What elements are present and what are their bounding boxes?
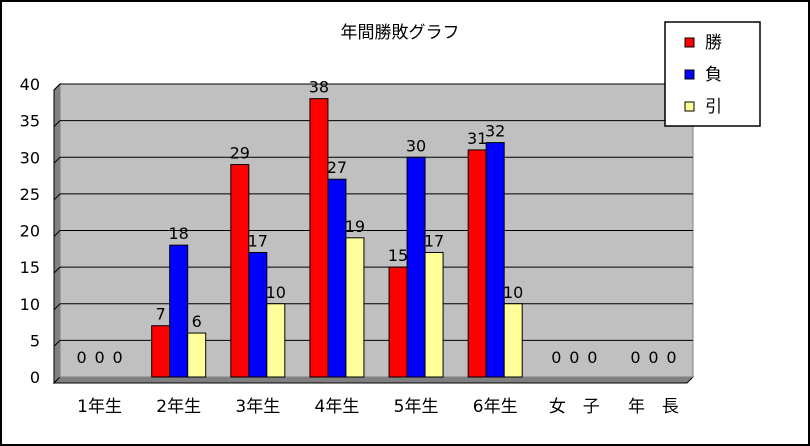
data-label: 38 <box>309 78 329 97</box>
chart-title: 年間勝敗グラフ <box>341 23 460 43</box>
data-label: 0 <box>569 348 579 367</box>
category-label: 女 子 <box>549 397 600 417</box>
gridline-wall <box>53 230 61 237</box>
category-label: 1年生 <box>77 397 122 417</box>
y-tick-label: 35 <box>20 112 40 131</box>
y-tick-label: 25 <box>20 185 40 204</box>
category-label: 3年生 <box>235 397 280 417</box>
category-label: 年 長 <box>628 397 679 417</box>
bar <box>248 251 268 378</box>
gridline-wall <box>53 266 61 274</box>
bar <box>345 237 365 378</box>
category-label: 2年生 <box>156 397 201 417</box>
y-tick-label: 20 <box>20 222 40 241</box>
legend-swatch <box>684 69 695 80</box>
bar <box>266 303 286 378</box>
data-label: 15 <box>388 246 408 265</box>
category-label: 6年生 <box>473 397 518 417</box>
data-label: 32 <box>485 122 505 141</box>
data-label: 10 <box>266 283 286 302</box>
legend-entry: 負 <box>705 65 722 85</box>
y-tick-label: 40 <box>20 75 40 94</box>
data-label: 10 <box>503 283 523 302</box>
bar <box>424 251 444 378</box>
plot-floor <box>52 376 695 384</box>
data-label: 31 <box>467 129 487 148</box>
bar <box>388 266 408 378</box>
legend-box <box>664 21 761 127</box>
bar <box>169 244 189 378</box>
legend-entry: 引 <box>705 97 722 117</box>
data-label: 17 <box>424 231 444 250</box>
data-label: 0 <box>94 348 104 367</box>
legend-entry: 勝 <box>705 33 722 53</box>
bar <box>485 142 505 378</box>
data-label: 19 <box>345 217 365 236</box>
legend-swatch <box>684 37 695 48</box>
bar <box>406 156 426 378</box>
y-tick-label: 30 <box>20 148 40 167</box>
gridline-wall <box>53 83 61 91</box>
gridline-wall <box>53 120 61 127</box>
y-tick-label: 0 <box>30 368 40 387</box>
data-label: 6 <box>192 312 202 331</box>
bar <box>503 303 523 378</box>
legend: 勝負引 <box>664 21 761 127</box>
y-tick-label: 10 <box>20 295 40 314</box>
gridline-wall <box>53 193 61 201</box>
data-label: 30 <box>406 136 426 155</box>
gridline-wall <box>53 303 61 311</box>
data-label: 0 <box>76 348 86 367</box>
bar <box>151 325 171 378</box>
gridline-wall <box>53 340 61 347</box>
data-label: 29 <box>230 144 250 163</box>
bar <box>309 98 329 378</box>
data-label: 17 <box>248 231 268 250</box>
data-label: 0 <box>112 348 122 367</box>
bar <box>230 164 250 378</box>
category-label: 5年生 <box>394 397 439 417</box>
category-label: 4年生 <box>315 397 360 417</box>
y-tick-label: 15 <box>20 258 40 277</box>
gridline-wall <box>53 156 61 164</box>
bar <box>187 332 207 378</box>
data-label: 0 <box>551 348 561 367</box>
legend-swatch <box>684 101 695 112</box>
y-tick-label: 5 <box>30 331 40 350</box>
bar <box>467 149 487 378</box>
data-label: 0 <box>587 348 597 367</box>
data-label: 0 <box>648 348 658 367</box>
data-label: 7 <box>156 305 166 324</box>
data-label: 0 <box>666 348 676 367</box>
data-label: 27 <box>327 158 347 177</box>
data-label: 18 <box>169 224 189 243</box>
data-label: 0 <box>630 348 640 367</box>
bar <box>327 178 347 378</box>
